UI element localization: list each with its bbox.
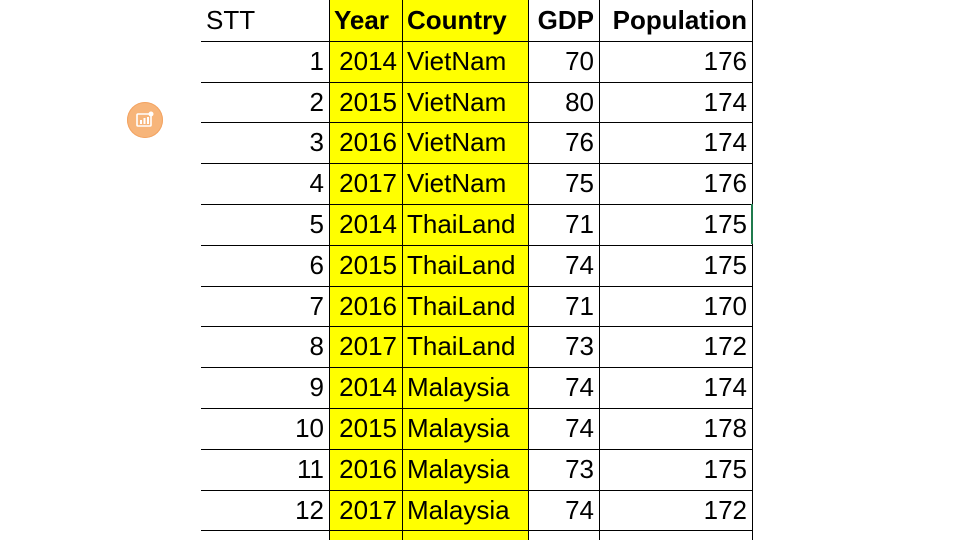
cell-stt[interactable]: 9 xyxy=(309,372,324,402)
row-divider xyxy=(201,82,752,83)
cell-gdp[interactable]: 73 xyxy=(565,454,594,484)
row-divider xyxy=(201,122,752,123)
row-divider xyxy=(201,163,752,164)
cell-gdp[interactable]: 70 xyxy=(565,46,594,76)
cell-gdp[interactable]: 73 xyxy=(565,331,594,361)
column-divider xyxy=(528,0,529,540)
cell-year[interactable]: 2015 xyxy=(339,87,397,117)
row-divider xyxy=(201,490,752,491)
cell-country[interactable]: ThaiLand xyxy=(407,331,516,361)
cell-population[interactable]: 174 xyxy=(703,127,747,157)
cell-year[interactable]: 2014 xyxy=(339,372,397,402)
cell-gdp[interactable]: 74 xyxy=(565,372,594,402)
cell-country[interactable]: VietNam xyxy=(407,87,507,117)
cell-stt[interactable]: 7 xyxy=(309,291,324,321)
cell-country[interactable]: Malaysia xyxy=(407,413,510,443)
row-divider xyxy=(201,367,752,368)
cell-population[interactable]: 172 xyxy=(703,495,747,525)
row-divider xyxy=(201,245,752,246)
cell-population[interactable]: 176 xyxy=(703,46,747,76)
cell-population[interactable]: 178 xyxy=(703,413,747,443)
column-divider xyxy=(402,0,403,540)
cell-stt[interactable]: 4 xyxy=(309,168,324,198)
cell-gdp[interactable]: 80 xyxy=(565,87,594,117)
cell-year[interactable]: 2014 xyxy=(339,46,397,76)
cell-stt[interactable]: 8 xyxy=(309,331,324,361)
cell-year[interactable]: 2017 xyxy=(339,168,397,198)
country-column-highlight xyxy=(402,0,528,540)
cell-country[interactable]: VietNam xyxy=(407,168,507,198)
column-divider xyxy=(599,0,600,540)
header-year[interactable]: Year xyxy=(334,5,389,35)
cell-year[interactable]: 2014 xyxy=(339,209,397,239)
cell-gdp[interactable]: 74 xyxy=(565,495,594,525)
row-divider xyxy=(201,449,752,450)
cell-population[interactable]: 170 xyxy=(703,291,747,321)
cell-population[interactable]: 176 xyxy=(703,168,747,198)
row-divider xyxy=(201,204,752,205)
cell-population[interactable]: 175 xyxy=(703,250,747,280)
row-divider xyxy=(201,286,752,287)
cell-year[interactable]: 2016 xyxy=(339,291,397,321)
cell-stt[interactable]: 10 xyxy=(295,413,324,443)
cell-stt[interactable]: 1 xyxy=(309,46,324,76)
cell-stt[interactable]: 2 xyxy=(309,87,324,117)
row-divider xyxy=(201,326,752,327)
cell-country[interactable]: VietNam xyxy=(407,127,507,157)
cell-gdp[interactable]: 74 xyxy=(565,413,594,443)
cell-gdp[interactable]: 71 xyxy=(565,291,594,321)
cell-population[interactable]: 174 xyxy=(703,372,747,402)
cell-country[interactable]: VietNam xyxy=(407,46,507,76)
cell-country[interactable]: Malaysia xyxy=(407,454,510,484)
cell-stt[interactable]: 11 xyxy=(297,454,324,484)
chart-icon xyxy=(136,111,154,127)
row-divider xyxy=(201,408,752,409)
header-country[interactable]: Country xyxy=(407,5,507,35)
column-divider xyxy=(752,0,753,540)
cell-country[interactable]: Malaysia xyxy=(407,372,510,402)
cell-gdp[interactable]: 74 xyxy=(565,250,594,280)
row-divider xyxy=(201,41,752,42)
cell-gdp[interactable]: 76 xyxy=(565,127,594,157)
cell-stt[interactable]: 3 xyxy=(309,127,324,157)
cell-year[interactable]: 2017 xyxy=(339,331,397,361)
cell-stt[interactable]: 12 xyxy=(295,495,324,525)
year-column-highlight xyxy=(329,0,402,540)
header-population[interactable]: Population xyxy=(612,5,747,35)
cell-gdp[interactable]: 75 xyxy=(565,168,594,198)
cell-year[interactable]: 2015 xyxy=(339,250,397,280)
cell-year[interactable]: 2016 xyxy=(339,454,397,484)
cell-country[interactable]: Malaysia xyxy=(407,495,510,525)
cell-gdp[interactable]: 71 xyxy=(565,209,594,239)
cell-population[interactable]: 172 xyxy=(703,331,747,361)
header-stt[interactable]: STT xyxy=(206,5,256,35)
row-divider xyxy=(201,530,752,531)
cell-stt[interactable]: 6 xyxy=(309,250,324,280)
cell-country[interactable]: ThaiLand xyxy=(407,250,516,280)
cell-population[interactable]: 174 xyxy=(703,87,747,117)
cell-year[interactable]: 2016 xyxy=(339,127,397,157)
column-divider xyxy=(329,0,330,540)
cell-selection-marker xyxy=(751,204,753,244)
cell-country[interactable]: ThaiLand xyxy=(407,209,516,239)
cell-country[interactable]: ThaiLand xyxy=(407,291,516,321)
header-gdp[interactable]: GDP xyxy=(537,5,594,35)
cell-year[interactable]: 2017 xyxy=(339,495,397,525)
slide-icon[interactable] xyxy=(127,102,163,138)
cell-year[interactable]: 2015 xyxy=(339,413,397,443)
cell-stt[interactable]: 5 xyxy=(309,209,324,239)
cell-population[interactable]: 175 xyxy=(703,209,747,239)
cell-population[interactable]: 175 xyxy=(703,454,747,484)
